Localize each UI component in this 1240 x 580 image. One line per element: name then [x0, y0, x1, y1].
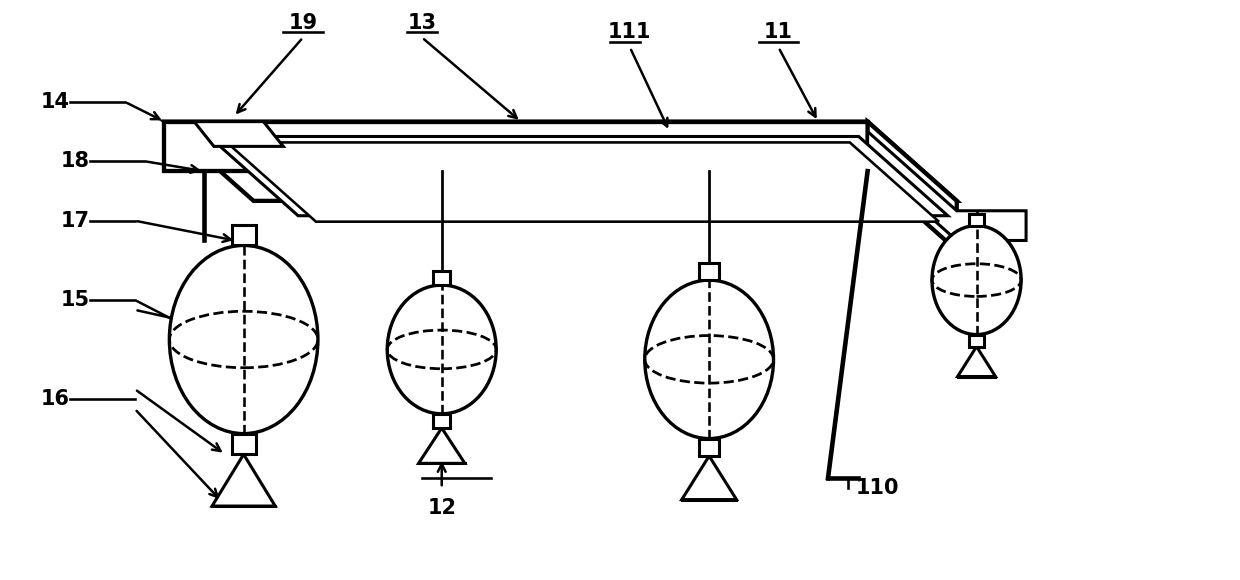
- Ellipse shape: [645, 280, 774, 438]
- Ellipse shape: [170, 245, 317, 434]
- Polygon shape: [868, 132, 1025, 241]
- Bar: [970, 213, 983, 226]
- Text: 19: 19: [289, 13, 317, 32]
- Text: 110: 110: [856, 478, 899, 498]
- Text: 16: 16: [41, 389, 69, 409]
- Bar: [433, 414, 450, 428]
- Text: 18: 18: [61, 151, 89, 171]
- Bar: [699, 263, 719, 280]
- Text: 111: 111: [608, 23, 652, 42]
- Bar: [232, 224, 255, 245]
- Text: 14: 14: [41, 92, 69, 112]
- Polygon shape: [165, 122, 868, 171]
- Polygon shape: [682, 456, 737, 499]
- Ellipse shape: [387, 285, 496, 414]
- Text: 11: 11: [764, 23, 792, 42]
- Polygon shape: [195, 122, 283, 146]
- Bar: [232, 434, 255, 454]
- Bar: [970, 335, 983, 347]
- Bar: [433, 271, 450, 285]
- Polygon shape: [868, 122, 957, 251]
- Polygon shape: [419, 428, 465, 463]
- Bar: [699, 438, 719, 456]
- Ellipse shape: [932, 226, 1021, 335]
- Text: 17: 17: [61, 211, 89, 231]
- Text: 13: 13: [408, 13, 436, 32]
- Polygon shape: [165, 122, 957, 201]
- Text: 15: 15: [61, 290, 89, 310]
- Polygon shape: [957, 347, 996, 376]
- Polygon shape: [212, 454, 275, 506]
- Text: 12: 12: [428, 498, 456, 518]
- Polygon shape: [210, 136, 947, 216]
- Polygon shape: [227, 143, 939, 222]
